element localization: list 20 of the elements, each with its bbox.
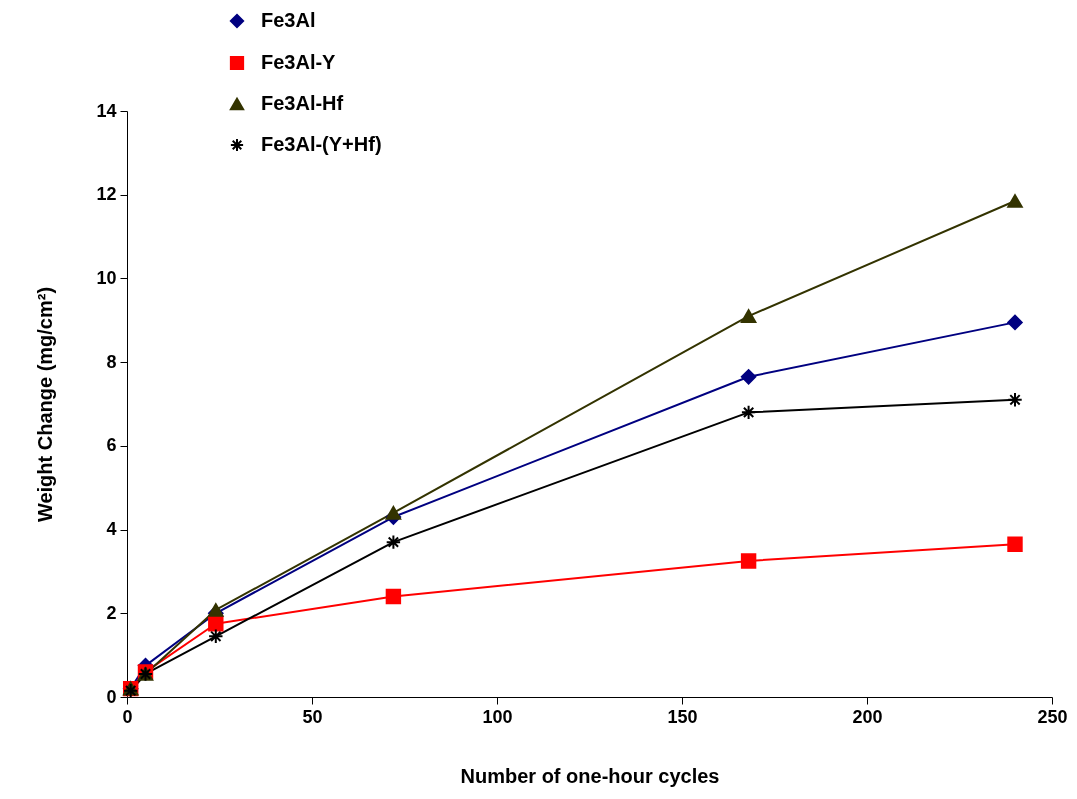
y-axis-title: Weight Change (mg/cm²) [34, 286, 57, 523]
y-tick-label: 10 [96, 267, 117, 288]
legend-label: Fe3Al-(Y+Hf) [261, 133, 382, 155]
y-tick-label: 6 [106, 435, 117, 456]
x-tick-label: 250 [1037, 706, 1068, 727]
y-tick-label: 8 [106, 351, 117, 372]
x-tick-label: 0 [122, 706, 133, 727]
legend-label: Fe3Al-Y [261, 51, 337, 73]
y-tick-label: 2 [106, 602, 117, 623]
x-axis-title: Number of one-hour cycles [460, 764, 720, 787]
y-tick-label: 0 [106, 686, 117, 707]
x-tick-label: 200 [852, 706, 883, 727]
y-tick-label: 14 [96, 100, 117, 121]
x-tick-label: 50 [302, 706, 323, 727]
legend-label: Fe3Al [261, 9, 316, 31]
x-tick-label: 150 [667, 706, 698, 727]
x-tick-label: 100 [482, 706, 513, 727]
y-tick-label: 4 [106, 519, 117, 540]
y-tick-label: 12 [96, 184, 117, 205]
legend-label: Fe3Al-Hf [261, 92, 344, 114]
